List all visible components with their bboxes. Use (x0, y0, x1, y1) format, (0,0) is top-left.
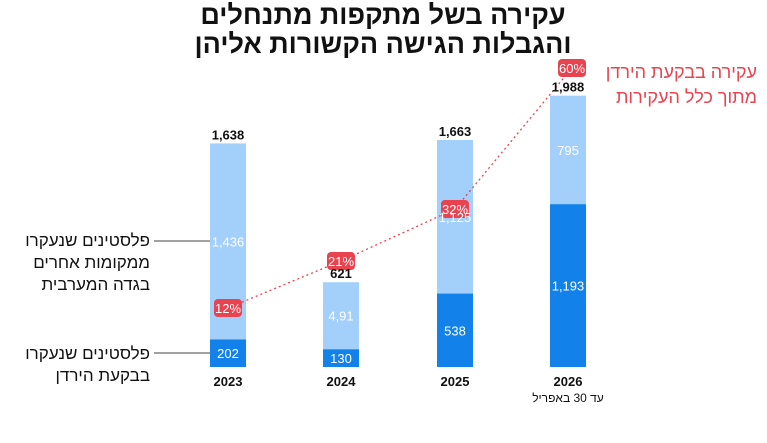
data-label-other_west_bank-2025: 1,125 (439, 210, 472, 225)
tick-label-2024: 2024 (327, 374, 357, 389)
share-badge-2024 (327, 252, 355, 270)
legend-other_west_bank-1: פלסטינים שנעקרו (25, 231, 150, 250)
legend: עקירה בבקעת הירדן מתוך כלל העקירות פלסטיני… (25, 62, 757, 385)
share-badge-2026 (558, 59, 586, 77)
share-label-2026: 60% (559, 61, 585, 76)
legend-jordan_valley-1: פלסטינים שנעקרו (25, 344, 150, 363)
tick-label-2023: 2023 (214, 374, 243, 389)
legend-jordan_valley-2: בבקעת הירדן (56, 366, 151, 385)
data-label-jordan_valley-2024: 130 (330, 351, 352, 366)
chart-title-line-1: עקירה בשל מתקפות מתנחלים (200, 0, 565, 30)
data-label-other_west_bank-2026: 795 (557, 143, 579, 158)
share-badge-2025 (441, 200, 469, 218)
data-label-jordan_valley-2025: 538 (444, 323, 466, 338)
share-label-2025: 32% (442, 202, 468, 217)
total-label-2024: 621 (330, 266, 352, 281)
total-label-2025: 1,663 (439, 124, 472, 139)
share-line: 12% 21% 32% 60% (214, 59, 586, 317)
share-line-label-1: עקירה בבקעת הירדן (606, 62, 757, 82)
bar-jordan_valley-2023 (210, 339, 246, 367)
bar-other_west_bank-2024 (323, 282, 359, 350)
data-label-other_west_bank-2024: 4,91 (328, 309, 353, 324)
data-label-jordan_valley-2023: 202 (217, 346, 239, 361)
legend-other_west_bank-2: ממקומות אחרים (33, 253, 150, 272)
tick-label-2025: 2025 (441, 374, 470, 389)
share-badge-2023 (214, 299, 242, 317)
share-line-path (227, 67, 573, 309)
bar-jordan_valley-2026 (550, 204, 586, 367)
bar-jordan_valley-2025 (437, 293, 473, 367)
legend-other_west_bank-3: בגדה המערבית (41, 275, 150, 294)
data-label-other_west_bank-2023: 1,436 (212, 234, 245, 249)
bar-jordan_valley-2024 (323, 349, 359, 367)
chart-title-line-2: והגבלות הגישה הקשורות אליהן (194, 29, 571, 59)
bar-other_west_bank-2026 (550, 95, 586, 205)
bars (210, 95, 586, 367)
data-label-jordan_valley-2026: 1,193 (552, 279, 585, 294)
labels: 1,436 202 1,638 2023 4,91 130 621 2024 1,125 538 1… (212, 80, 604, 405)
tick-note-2026: עד 30 באפריל (532, 391, 604, 405)
total-label-2026: 1,988 (552, 80, 585, 95)
share-label-2023: 12% (215, 301, 241, 316)
total-label-2023: 1,638 (212, 127, 245, 142)
share-label-2024: 21% (328, 254, 354, 269)
share-line-label-2: מתוך כלל העקירות (616, 87, 757, 107)
tick-label-2026: 2026 (554, 374, 583, 389)
